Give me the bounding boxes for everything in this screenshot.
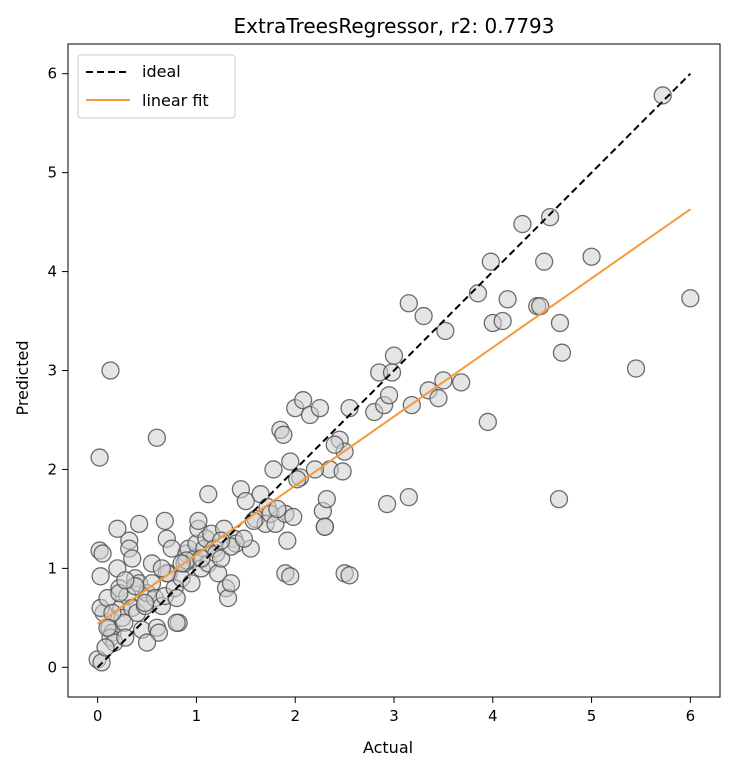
data-point-97 xyxy=(399,294,418,313)
data-point-96 xyxy=(384,346,404,365)
reference-lines xyxy=(96,72,692,669)
y-tick-label-6: 6 xyxy=(47,65,57,83)
data-point-116 xyxy=(550,313,570,333)
data-point-70 xyxy=(264,460,283,479)
data-point-125 xyxy=(147,428,167,447)
data-point-73 xyxy=(274,425,293,444)
data-point-157 xyxy=(234,529,253,548)
x-tick-label-0: 0 xyxy=(93,707,103,725)
legend-ideal-label: ideal xyxy=(142,62,181,81)
data-point-138 xyxy=(340,566,359,585)
data-point-133 xyxy=(189,511,208,531)
data-point-85 xyxy=(317,489,336,509)
data-point-101 xyxy=(429,389,448,408)
data-point-119 xyxy=(582,247,601,266)
linear-fit-line xyxy=(97,208,691,625)
x-axis-label: Actual xyxy=(363,738,413,757)
data-point-148 xyxy=(98,618,117,637)
data-point-106 xyxy=(478,412,497,432)
data-point-99 xyxy=(414,306,433,326)
y-tick-label-4: 4 xyxy=(47,263,57,281)
data-point-103 xyxy=(436,321,455,341)
data-point-124 xyxy=(90,448,109,467)
data-point-4 xyxy=(93,544,112,563)
data-point-94 xyxy=(379,386,399,405)
data-point-2 xyxy=(91,567,110,586)
data-point-136 xyxy=(315,517,334,536)
x-tick-label-4: 4 xyxy=(488,707,498,725)
data-point-114 xyxy=(535,252,554,271)
data-point-149 xyxy=(96,638,115,657)
data-point-75 xyxy=(278,531,297,550)
x-tick-label-6: 6 xyxy=(686,707,696,725)
y-tick-label-3: 3 xyxy=(47,362,57,380)
data-point-117 xyxy=(552,343,572,362)
data-point-90 xyxy=(340,398,359,418)
data-point-129 xyxy=(155,511,174,531)
data-point-150 xyxy=(116,571,135,590)
data-point-76 xyxy=(281,452,300,471)
y-axis-ticks: 0 1 2 3 4 5 6 xyxy=(47,65,68,676)
data-point-139 xyxy=(399,487,418,507)
data-point-37 xyxy=(167,588,186,608)
x-tick-label-3: 3 xyxy=(389,707,399,725)
data-point-140 xyxy=(377,494,397,514)
ideal-line xyxy=(96,72,692,669)
data-point-82 xyxy=(310,398,330,418)
data-point-17 xyxy=(116,628,135,647)
data-point-162 xyxy=(325,435,344,454)
x-tick-label-5: 5 xyxy=(587,707,597,725)
data-point-30 xyxy=(149,623,169,642)
data-point-152 xyxy=(135,593,155,613)
data-point-118 xyxy=(549,489,569,509)
legend: ideal linear fit xyxy=(77,54,236,119)
data-point-105 xyxy=(468,284,488,303)
x-axis-ticks: 0 1 2 3 4 5 6 xyxy=(93,697,695,725)
data-point-113 xyxy=(531,297,550,316)
data-point-156 xyxy=(211,531,231,550)
x-tick-label-1: 1 xyxy=(192,707,202,725)
data-point-122 xyxy=(681,289,700,308)
y-tick-label-0: 0 xyxy=(47,658,57,676)
data-point-123 xyxy=(101,361,120,380)
data-point-159 xyxy=(268,499,287,519)
data-point-104 xyxy=(452,373,471,392)
data-point-153 xyxy=(152,559,171,578)
data-point-135 xyxy=(281,567,300,586)
data-point-80 xyxy=(293,391,313,410)
data-point-120 xyxy=(626,359,646,378)
y-tick-label-5: 5 xyxy=(47,164,57,182)
data-point-132 xyxy=(167,613,186,632)
data-point-55 xyxy=(211,549,231,568)
data-point-126 xyxy=(108,519,127,538)
data-point-59 xyxy=(221,574,241,593)
legend-box xyxy=(77,54,236,119)
y-tick-label-1: 1 xyxy=(47,559,57,577)
data-point-121 xyxy=(653,86,672,105)
data-point-77 xyxy=(284,507,303,527)
data-point-58 xyxy=(218,588,238,608)
data-point-131 xyxy=(137,633,157,652)
data-point-110 xyxy=(498,290,517,309)
data-point-88 xyxy=(333,462,352,481)
data-point-130 xyxy=(199,485,218,504)
data-point-107 xyxy=(481,252,500,271)
data-point-111 xyxy=(513,214,532,234)
legend-fit-label: linear fit xyxy=(142,91,209,110)
y-tick-label-2: 2 xyxy=(47,460,57,478)
x-tick-label-2: 2 xyxy=(290,707,300,725)
data-point-109 xyxy=(493,311,512,331)
data-point-115 xyxy=(540,207,560,227)
data-point-63 xyxy=(236,491,255,511)
data-point-43 xyxy=(182,574,201,593)
data-point-151 xyxy=(123,549,142,568)
chart-title: ExtraTreesRegressor, r2: 0.7793 xyxy=(233,14,554,38)
data-point-128 xyxy=(129,514,149,534)
y-axis-label: Predicted xyxy=(13,340,32,415)
